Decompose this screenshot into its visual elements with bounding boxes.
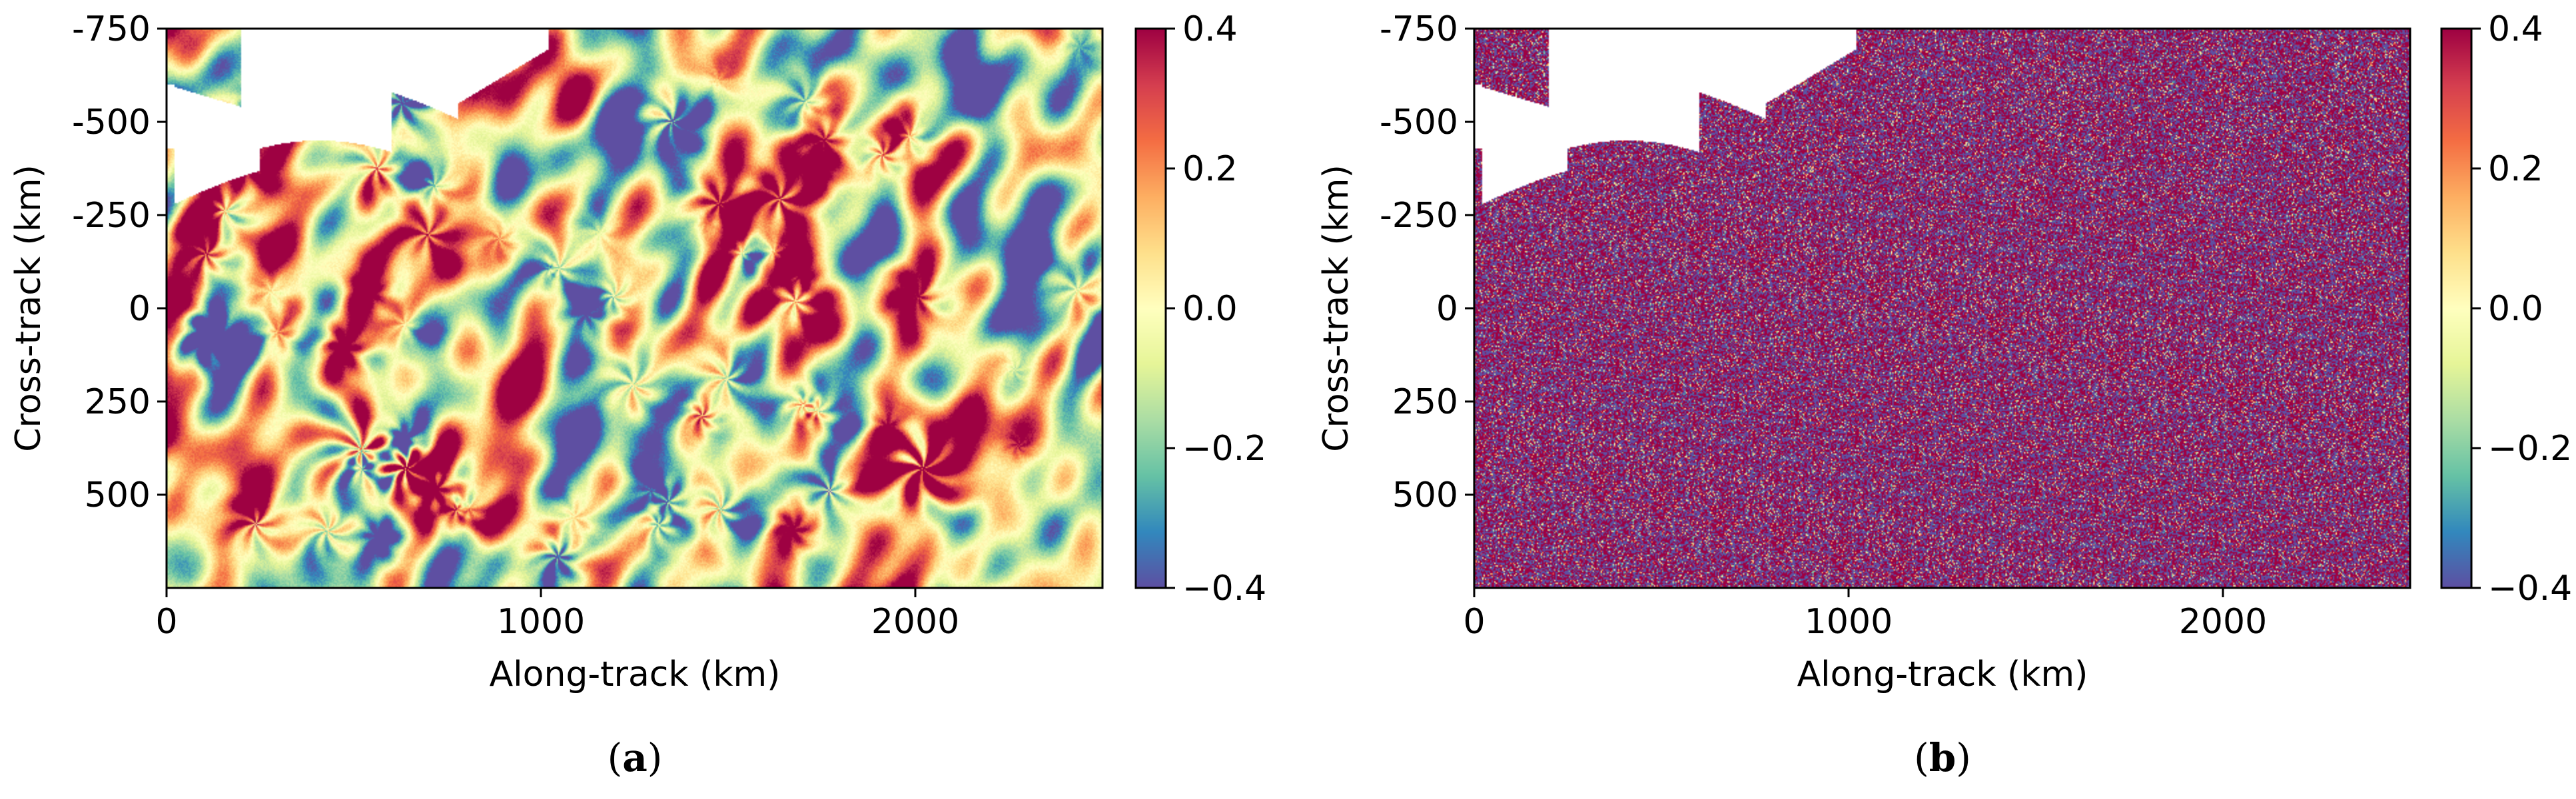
panel-b-caption: (b)	[1914, 735, 1971, 780]
colorbar-tick-label: 0.0	[1182, 289, 1238, 329]
panel-b-colorbar	[2441, 29, 2471, 588]
x-tick-label: 2000	[871, 602, 959, 642]
colorbar-tick-label: −0.4	[2488, 569, 2572, 609]
y-tick-label: 500	[85, 475, 151, 515]
panel-b-axes: 0 1000 2000 -750 -500 -250 0 250 500	[1380, 9, 2267, 642]
x-tick-label: 1000	[497, 602, 585, 642]
panel-b-x-axis-label: Along-track (km)	[1797, 655, 2088, 694]
colorbar-tick-label: −0.2	[1182, 429, 1266, 469]
x-tick-label: 1000	[1805, 602, 1893, 642]
panel-a-y-axis-label: Cross-track (km)	[9, 164, 49, 452]
panel-b-y-axis-label: Cross-track (km)	[1316, 164, 1356, 452]
svg-text:(b): (b)	[1914, 735, 1971, 780]
panel-a-caption-letter: a	[622, 735, 647, 780]
y-tick-label: 500	[1392, 475, 1458, 515]
panel-b-colorbar-ticks: 0.4 0.2 0.0 −0.2 −0.4	[2471, 9, 2572, 609]
panel-a-colorbar-ticks: 0.4 0.2 0.0 −0.2 −0.4	[1166, 9, 1266, 609]
y-tick-label: -500	[72, 103, 151, 142]
x-tick-label: 0	[155, 602, 177, 642]
colorbar-tick-label: −0.2	[2488, 429, 2572, 469]
y-tick-label: 0	[129, 289, 151, 329]
panel-a-colorbar-container	[1136, 29, 1166, 588]
y-tick-label: 0	[1436, 289, 1458, 329]
panel-a-axes: 0 1000 2000 -750 -500 -250 0 250 500	[72, 9, 959, 642]
panel-a: 0 1000 2000 -750 -500 -250 0 250 500 Along-track…	[9, 9, 1266, 780]
colorbar-tick-label: 0.2	[1182, 149, 1238, 189]
panel-a-colorbar	[1136, 29, 1166, 588]
y-tick-label: -250	[1380, 196, 1458, 236]
colorbar-tick-label: −0.4	[1182, 569, 1266, 609]
x-tick-label: 2000	[2179, 602, 2267, 642]
y-tick-label: -500	[1380, 103, 1458, 142]
panel-b-heatmap	[1474, 29, 2410, 588]
colorbar-tick-label: 0.0	[2488, 289, 2543, 329]
y-tick-label: 250	[85, 382, 151, 422]
panel-a-heatmap	[167, 29, 1102, 588]
y-tick-label: 250	[1392, 382, 1458, 422]
panel-b-colorbar-container	[2441, 29, 2471, 588]
panel-a-caption: (a)	[608, 735, 663, 780]
panel-b-caption-letter: b	[1929, 735, 1956, 780]
panel-b-heatmap-container	[1474, 29, 2410, 588]
panel-a-heatmap-container	[167, 29, 1102, 588]
svg-text:(a): (a)	[608, 735, 663, 780]
colorbar-tick-label: 0.4	[2488, 9, 2543, 49]
colorbar-tick-label: 0.4	[1182, 9, 1238, 49]
panel-b: 0 1000 2000 -750 -500 -250 0 250 500 Along-track…	[1316, 9, 2572, 780]
y-tick-label: -250	[72, 196, 151, 236]
y-tick-label: -750	[1380, 9, 1458, 49]
x-tick-label: 0	[1463, 602, 1485, 642]
y-tick-label: -750	[72, 9, 151, 49]
colorbar-tick-label: 0.2	[2488, 149, 2543, 189]
panel-a-x-axis-label: Along-track (km)	[490, 655, 781, 694]
